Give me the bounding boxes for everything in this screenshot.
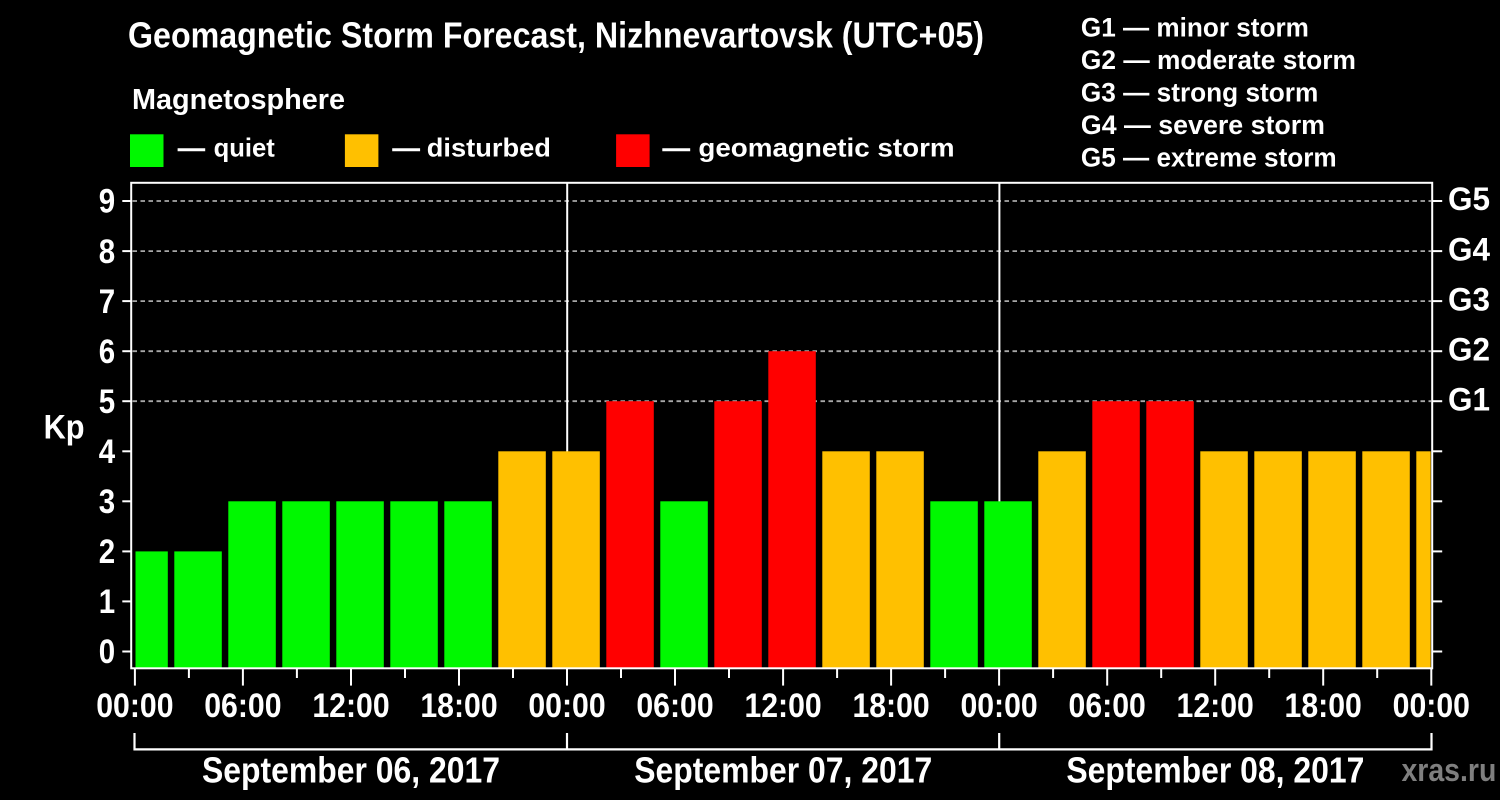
svg-text:00:00: 00:00 bbox=[96, 687, 173, 725]
svg-text:G5: G5 bbox=[1448, 181, 1490, 217]
svg-text:Geomagnetic Storm Forecast, Ni: Geomagnetic Storm Forecast, Nizhnevartov… bbox=[128, 15, 984, 56]
svg-text:quiet: quiet bbox=[214, 133, 276, 163]
svg-text:5: 5 bbox=[99, 383, 115, 421]
svg-text:18:00: 18:00 bbox=[852, 687, 929, 725]
svg-text:8: 8 bbox=[99, 233, 115, 271]
svg-text:00:00: 00:00 bbox=[1393, 687, 1470, 725]
svg-text:12:00: 12:00 bbox=[1177, 687, 1254, 725]
svg-text:00:00: 00:00 bbox=[528, 687, 605, 725]
svg-text:September 07, 2017: September 07, 2017 bbox=[634, 750, 932, 791]
svg-text:6: 6 bbox=[99, 333, 115, 371]
svg-text:18:00: 18:00 bbox=[1285, 687, 1362, 725]
svg-text:G1: G1 bbox=[1448, 381, 1490, 417]
svg-text:4: 4 bbox=[99, 433, 115, 471]
svg-text:9: 9 bbox=[99, 183, 115, 221]
svg-text:G4 — severe storm: G4 — severe storm bbox=[1081, 110, 1325, 140]
svg-text:G4: G4 bbox=[1448, 231, 1490, 267]
svg-text:G1 — minor storm: G1 — minor storm bbox=[1081, 13, 1309, 43]
svg-text:18:00: 18:00 bbox=[420, 687, 497, 725]
svg-text:G2: G2 bbox=[1448, 331, 1490, 367]
svg-text:2: 2 bbox=[99, 533, 115, 571]
svg-text:06:00: 06:00 bbox=[636, 687, 713, 725]
svg-text:September 06, 2017: September 06, 2017 bbox=[202, 750, 500, 791]
svg-text:06:00: 06:00 bbox=[1069, 687, 1146, 725]
svg-text:G2 — moderate storm: G2 — moderate storm bbox=[1081, 45, 1356, 75]
svg-text:0: 0 bbox=[99, 633, 115, 671]
svg-text:12:00: 12:00 bbox=[744, 687, 821, 725]
svg-text:Magnetosphere: Magnetosphere bbox=[132, 84, 345, 116]
svg-text:Kp: Kp bbox=[44, 408, 85, 446]
svg-text:xras.ru: xras.ru bbox=[1402, 752, 1497, 788]
svg-text:disturbed: disturbed bbox=[427, 133, 551, 163]
svg-text:G3 — strong storm: G3 — strong storm bbox=[1081, 78, 1318, 108]
svg-text:06:00: 06:00 bbox=[204, 687, 281, 725]
svg-text:G3: G3 bbox=[1448, 281, 1490, 317]
svg-text:geomagnetic storm: geomagnetic storm bbox=[698, 133, 954, 163]
svg-text:G5 — extreme storm: G5 — extreme storm bbox=[1081, 143, 1337, 173]
svg-text:12:00: 12:00 bbox=[312, 687, 389, 725]
svg-text:3: 3 bbox=[99, 483, 115, 521]
svg-text:00:00: 00:00 bbox=[960, 687, 1037, 725]
svg-text:September 08, 2017: September 08, 2017 bbox=[1066, 750, 1364, 791]
svg-text:1: 1 bbox=[99, 583, 115, 621]
svg-text:7: 7 bbox=[99, 283, 115, 321]
